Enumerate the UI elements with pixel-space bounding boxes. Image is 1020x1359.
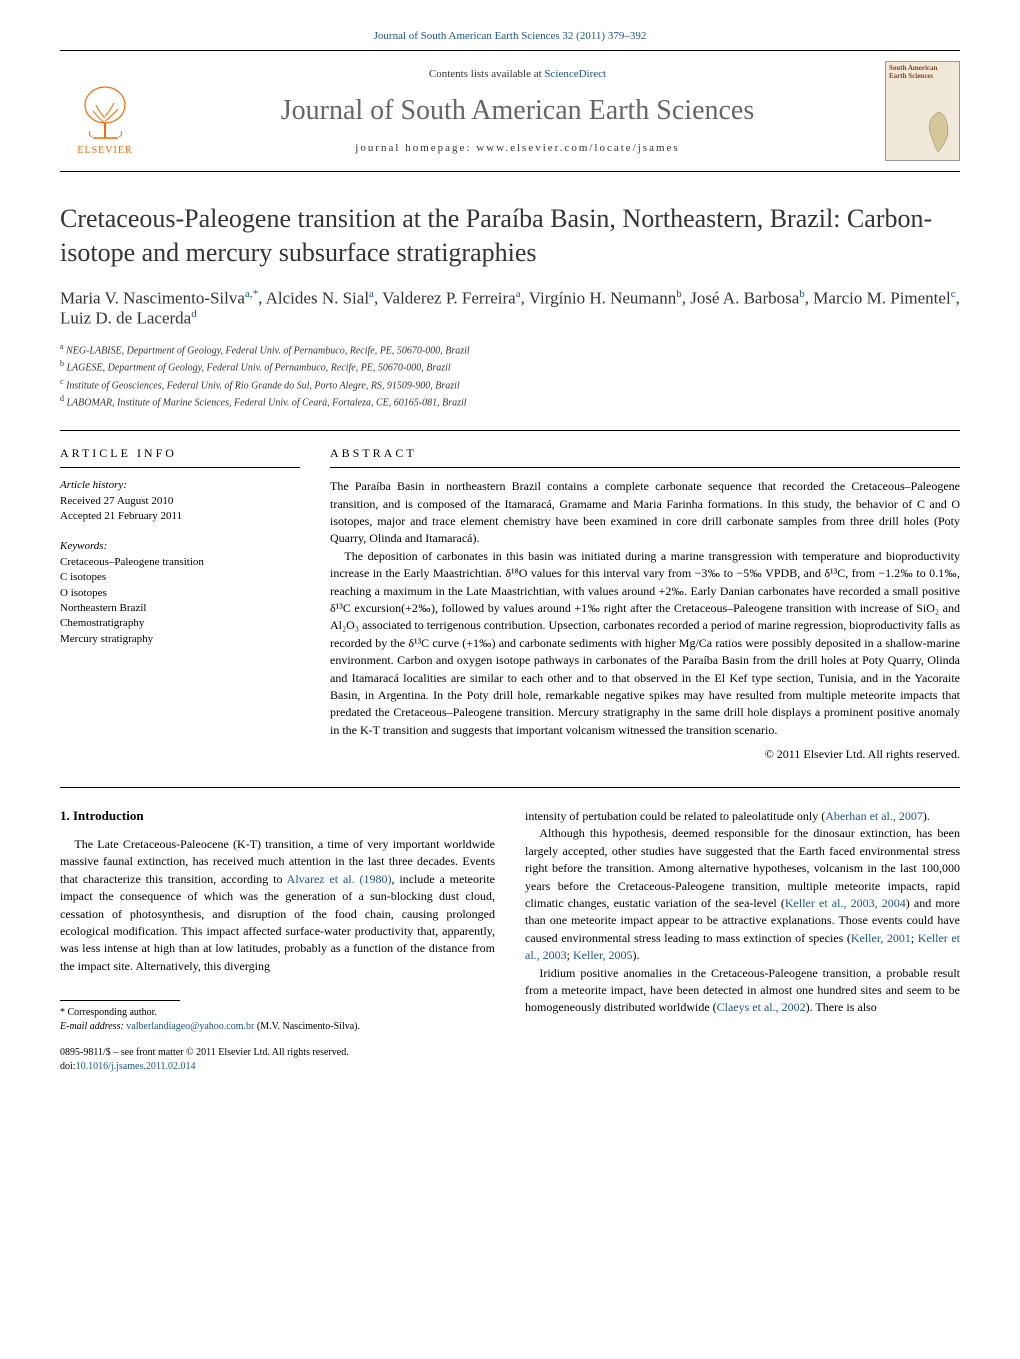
citation-link[interactable]: Keller, 2005 xyxy=(573,948,633,962)
info-abstract-row: ARTICLE INFO Article history: Received 2… xyxy=(60,430,960,762)
doi-link[interactable]: 10.1016/j.jsames.2011.02.014 xyxy=(76,1061,196,1072)
elsevier-logo[interactable]: ELSEVIER xyxy=(60,66,150,156)
elsevier-tree-icon xyxy=(78,83,133,143)
affiliations-block: a NEG-LABISE, Department of Geology, Fed… xyxy=(60,341,960,410)
abstract-copyright: © 2011 Elsevier Ltd. All rights reserved… xyxy=(330,747,960,762)
article-info-column: ARTICLE INFO Article history: Received 2… xyxy=(60,446,300,762)
author-affil-sup[interactable]: b xyxy=(799,288,805,300)
corresponding-marker[interactable]: * xyxy=(253,288,259,300)
body-two-column: 1. Introduction The Late Cretaceous-Pale… xyxy=(60,787,960,1074)
body-paragraph: intensity of pertubation could be relate… xyxy=(525,808,960,825)
body-paragraph: The Late Cretaceous-Paleocene (K-T) tran… xyxy=(60,836,495,975)
article-history-block: Article history: Received 27 August 2010… xyxy=(60,478,300,524)
accepted-date: Accepted 21 February 2011 xyxy=(60,509,300,524)
authors-list: Maria V. Nascimento-Silvaa,*, Alcides N.… xyxy=(60,288,960,329)
author-affil-sup[interactable]: d xyxy=(191,308,197,320)
cover-title: South American Earth Sciences xyxy=(889,65,956,80)
corresponding-label: * Corresponding author. xyxy=(60,1006,495,1020)
homepage-label: journal homepage: xyxy=(355,142,476,154)
article-title: Cretaceous-Paleogene transition at the P… xyxy=(60,202,960,270)
author-affil-sup[interactable]: c xyxy=(951,288,956,300)
citation-link[interactable]: Keller, 2001 xyxy=(851,931,911,945)
journal-cover-thumbnail[interactable]: South American Earth Sciences xyxy=(885,61,960,161)
corresponding-author-block: * Corresponding author. E-mail address: … xyxy=(60,1006,495,1034)
citation-link[interactable]: Keller et al., 2003, 2004 xyxy=(785,896,906,910)
body-left-column: 1. Introduction The Late Cretaceous-Pale… xyxy=(60,808,495,1074)
journal-homepage: journal homepage: www.elsevier.com/locat… xyxy=(170,142,865,154)
author-affil-sup[interactable]: a, xyxy=(245,288,253,300)
journal-ref-link[interactable]: Journal of South American Earth Sciences… xyxy=(60,30,960,42)
cover-map-icon xyxy=(924,110,954,155)
body-right-column: intensity of pertubation could be relate… xyxy=(525,808,960,1074)
author-affil-sup[interactable]: a xyxy=(516,288,521,300)
body-text: intensity of pertubation could be relate… xyxy=(525,808,960,1017)
front-matter-block: 0895-9811/$ – see front matter © 2011 El… xyxy=(60,1046,495,1074)
author-affil-sup[interactable]: b xyxy=(676,288,682,300)
article-info-heading: ARTICLE INFO xyxy=(60,446,300,468)
body-paragraph: Iridium positive anomalies in the Cretac… xyxy=(525,965,960,1017)
affiliation-item: a NEG-LABISE, Department of Geology, Fed… xyxy=(60,341,960,358)
footer-separator xyxy=(60,1000,180,1001)
history-label: Article history: xyxy=(60,478,300,493)
keywords-label: Keywords: xyxy=(60,539,300,554)
elsevier-label: ELSEVIER xyxy=(77,145,132,156)
author-affil-sup[interactable]: a xyxy=(369,288,374,300)
affiliation-item: d LABOMAR, Institute of Marine Sciences,… xyxy=(60,393,960,410)
sciencedirect-link[interactable]: ScienceDirect xyxy=(544,68,606,80)
affiliation-item: c Institute of Geosciences, Federal Univ… xyxy=(60,376,960,393)
journal-title: Journal of South American Earth Sciences xyxy=(170,95,865,127)
email-author-name: (M.V. Nascimento-Silva). xyxy=(254,1021,360,1032)
abstract-paragraph: The deposition of carbonates in this bas… xyxy=(330,548,960,739)
keywords-block: Keywords: Cretaceous–Paleogene transitio… xyxy=(60,539,300,647)
keyword-item: C isotopes xyxy=(60,570,300,585)
received-date: Received 27 August 2010 xyxy=(60,494,300,509)
email-link[interactable]: valberlandiageo@yahoo.com.br xyxy=(126,1021,254,1032)
keyword-item: Mercury stratigraphy xyxy=(60,632,300,647)
body-paragraph: Although this hypothesis, deemed respons… xyxy=(525,825,960,964)
contents-label: Contents lists available at xyxy=(429,68,544,80)
email-line: E-mail address: valberlandiageo@yahoo.co… xyxy=(60,1020,495,1034)
banner-center: Contents lists available at ScienceDirec… xyxy=(150,68,885,154)
homepage-url[interactable]: www.elsevier.com/locate/jsames xyxy=(476,142,679,154)
abstract-column: ABSTRACT The Paraíba Basin in northeaste… xyxy=(330,446,960,762)
contents-list-text: Contents lists available at ScienceDirec… xyxy=(170,68,865,80)
abstract-heading: ABSTRACT xyxy=(330,446,960,468)
front-matter-text: 0895-9811/$ – see front matter © 2011 El… xyxy=(60,1046,495,1060)
keyword-item: Chemostratigraphy xyxy=(60,616,300,631)
abstract-text: The Paraíba Basin in northeastern Brazil… xyxy=(330,478,960,739)
affiliation-item: b LAGESE, Department of Geology, Federal… xyxy=(60,358,960,375)
citation-link[interactable]: Claeys et al., 2002 xyxy=(717,1000,806,1014)
body-text: The Late Cretaceous-Paleocene (K-T) tran… xyxy=(60,836,495,975)
keyword-item: O isotopes xyxy=(60,586,300,601)
citation-link[interactable]: Aberhan et al., 2007 xyxy=(825,809,923,823)
keyword-item: Cretaceous–Paleogene transition xyxy=(60,555,300,570)
email-label: E-mail address: xyxy=(60,1021,126,1032)
keyword-item: Northeastern Brazil xyxy=(60,601,300,616)
journal-banner: ELSEVIER Contents lists available at Sci… xyxy=(60,50,960,172)
doi-line: doi:10.1016/j.jsames.2011.02.014 xyxy=(60,1060,495,1074)
abstract-paragraph: The Paraíba Basin in northeastern Brazil… xyxy=(330,478,960,548)
citation-link[interactable]: Alvarez et al. (1980) xyxy=(287,872,392,886)
intro-heading: 1. Introduction xyxy=(60,808,495,824)
